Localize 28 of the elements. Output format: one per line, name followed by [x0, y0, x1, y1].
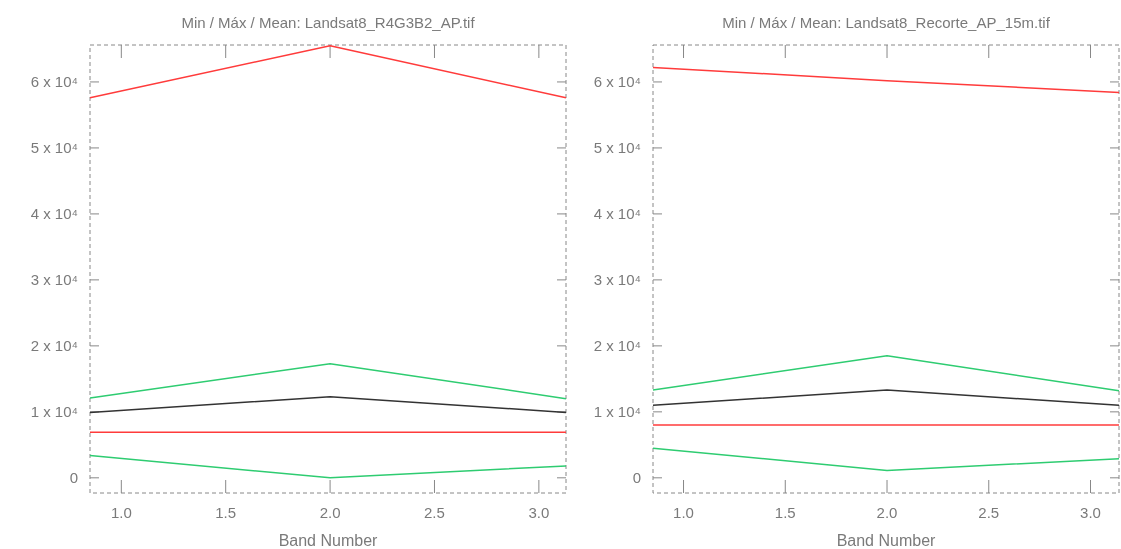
x-axis-title: Band Number: [836, 532, 937, 549]
y-tick-label: 0: [69, 469, 78, 487]
y-tick-label: 2 x 10⁴: [593, 337, 641, 355]
x-tick-label: 3.0: [1080, 504, 1101, 521]
y-tick-label: 0: [632, 469, 641, 487]
x-tick-label: 2.0: [876, 504, 898, 521]
y-tick-label: 2 x 10⁴: [30, 337, 78, 355]
y-tick-label: 6 x 10⁴: [30, 73, 78, 91]
y-tick-label: 5 x 10⁴: [593, 139, 641, 157]
chart-title: Min / Máx / Mean: Landsat8_Recorte_AP_15m.tif: [722, 14, 1051, 31]
x-tick-label: 2.5: [424, 504, 445, 521]
y-tick-label: 4 x 10⁴: [30, 205, 78, 223]
x-tick-label: 1.5: [215, 504, 237, 521]
y-tick-label: 6 x 10⁴: [593, 73, 641, 91]
x-axis-title: Band Number: [278, 532, 379, 549]
y-tick-label: 3 x 10⁴: [593, 271, 641, 289]
x-tick-label: 1.5: [774, 504, 796, 521]
y-tick-label: 1 x 10⁴: [30, 403, 78, 421]
x-tick-label: 1.0: [110, 504, 132, 521]
y-tick-label: 1 x 10⁴: [593, 403, 641, 421]
chart-title: Min / Máx / Mean: Landsat8_R4G3B2_AP.tif: [181, 14, 476, 31]
x-tick-label: 1.0: [673, 504, 694, 521]
x-tick-label: 2.0: [319, 504, 341, 521]
y-tick-label: 4 x 10⁴: [593, 205, 641, 223]
y-tick-label: 3 x 10⁴: [30, 271, 78, 289]
y-tick-label: 5 x 10⁴: [30, 139, 78, 157]
x-tick-label: 3.0: [528, 504, 550, 521]
x-tick-label: 2.5: [978, 504, 1000, 521]
